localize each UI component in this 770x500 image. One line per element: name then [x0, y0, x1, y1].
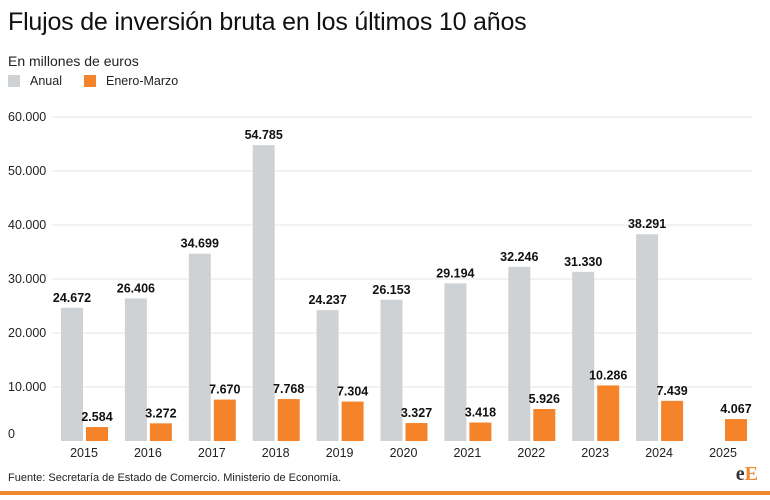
bar-quarter	[86, 427, 108, 441]
bar-annual	[316, 310, 339, 441]
legend-item-annual: Anual	[8, 74, 62, 88]
x-tick-label: 2025	[709, 446, 737, 460]
bar-annual	[124, 298, 147, 441]
x-tick-label: 2023	[581, 446, 609, 460]
legend-label-quarter: Enero-Marzo	[105, 74, 179, 88]
y-tick-label: 0	[8, 427, 15, 441]
data-label-quarter: 7.439	[656, 384, 687, 398]
bar-quarter	[405, 423, 428, 441]
data-label-annual: 29.194	[436, 266, 474, 280]
data-label-annual: 26.153	[372, 283, 410, 297]
source-note: Fuente: Secretaría de Estado de Comercio…	[8, 472, 342, 484]
chart-title: Flujos de inversión bruta en los últimos…	[8, 8, 527, 36]
y-tick-label: 40.000	[8, 218, 46, 232]
data-label-quarter: 3.272	[145, 406, 176, 420]
data-label-annual: 54.785	[245, 128, 283, 142]
bar-annual	[508, 266, 531, 441]
data-label-annual: 34.699	[181, 237, 219, 251]
bar-quarter	[469, 422, 492, 441]
x-tick-label: 2015	[70, 446, 98, 460]
legend-label-annual: Anual	[30, 74, 62, 88]
x-tick-label: 2020	[390, 446, 418, 460]
bar-quarter	[661, 400, 684, 441]
bar-quarter	[597, 385, 620, 441]
data-label-quarter: 10.286	[589, 368, 627, 382]
data-label-quarter: 7.670	[209, 383, 240, 397]
bottom-accent-rule	[0, 491, 770, 495]
y-tick-label: 20.000	[8, 326, 46, 340]
bar-annual	[380, 299, 403, 441]
bar-annual	[636, 234, 659, 441]
data-label-quarter: 5.926	[529, 392, 560, 406]
bar-quarter	[213, 399, 236, 441]
bar-quarter	[149, 423, 172, 441]
data-label-quarter: 2.584	[81, 410, 112, 424]
legend-swatch-annual	[8, 75, 20, 87]
x-tick-label: 2019	[326, 446, 354, 460]
bar-quarter	[341, 401, 364, 441]
bar-quarter	[533, 408, 556, 441]
chart-subtitle: En millones de euros	[8, 53, 139, 69]
x-tick-label: 2024	[645, 446, 673, 460]
data-label-annual: 32.246	[500, 250, 538, 264]
x-tick-label: 2016	[134, 446, 162, 460]
data-label-quarter: 7.768	[273, 382, 304, 396]
data-label-quarter: 3.418	[465, 406, 496, 420]
data-label-annual: 31.330	[564, 255, 602, 269]
x-tick-label: 2021	[453, 446, 481, 460]
data-label-annual: 24.672	[53, 291, 91, 305]
bar-quarter	[277, 399, 300, 441]
y-tick-label: 10.000	[8, 380, 46, 394]
bar-quarter	[725, 419, 747, 441]
bar-annual	[61, 307, 83, 441]
legend-swatch-quarter	[83, 75, 96, 87]
x-tick-label: 2017	[198, 446, 226, 460]
data-label-annual: 38.291	[628, 217, 666, 231]
bar-annual	[252, 145, 275, 441]
y-tick-label: 30.000	[8, 272, 46, 286]
bar-annual	[444, 283, 467, 441]
data-label-quarter: 3.327	[401, 406, 432, 420]
data-label-annual: 24.237	[308, 293, 346, 307]
legend: Anual Enero-Marzo	[8, 74, 200, 88]
bar-annual	[572, 271, 595, 441]
bar-chart: 0 10.000 20.000 30.000 40.000 50.000 60.000 24.…	[8, 110, 752, 460]
y-tick-label: 60.000	[8, 110, 46, 124]
bar-annual	[188, 253, 211, 441]
data-label-quarter: 4.067	[720, 402, 751, 416]
x-tick-label: 2022	[517, 446, 545, 460]
x-tick-label: 2018	[262, 446, 290, 460]
data-label-annual: 26.406	[117, 281, 155, 295]
y-tick-label: 50.000	[8, 164, 46, 178]
brand-logo: eE	[735, 463, 758, 485]
data-label-quarter: 7.304	[337, 385, 368, 399]
legend-item-quarter: Enero-Marzo	[83, 74, 179, 88]
